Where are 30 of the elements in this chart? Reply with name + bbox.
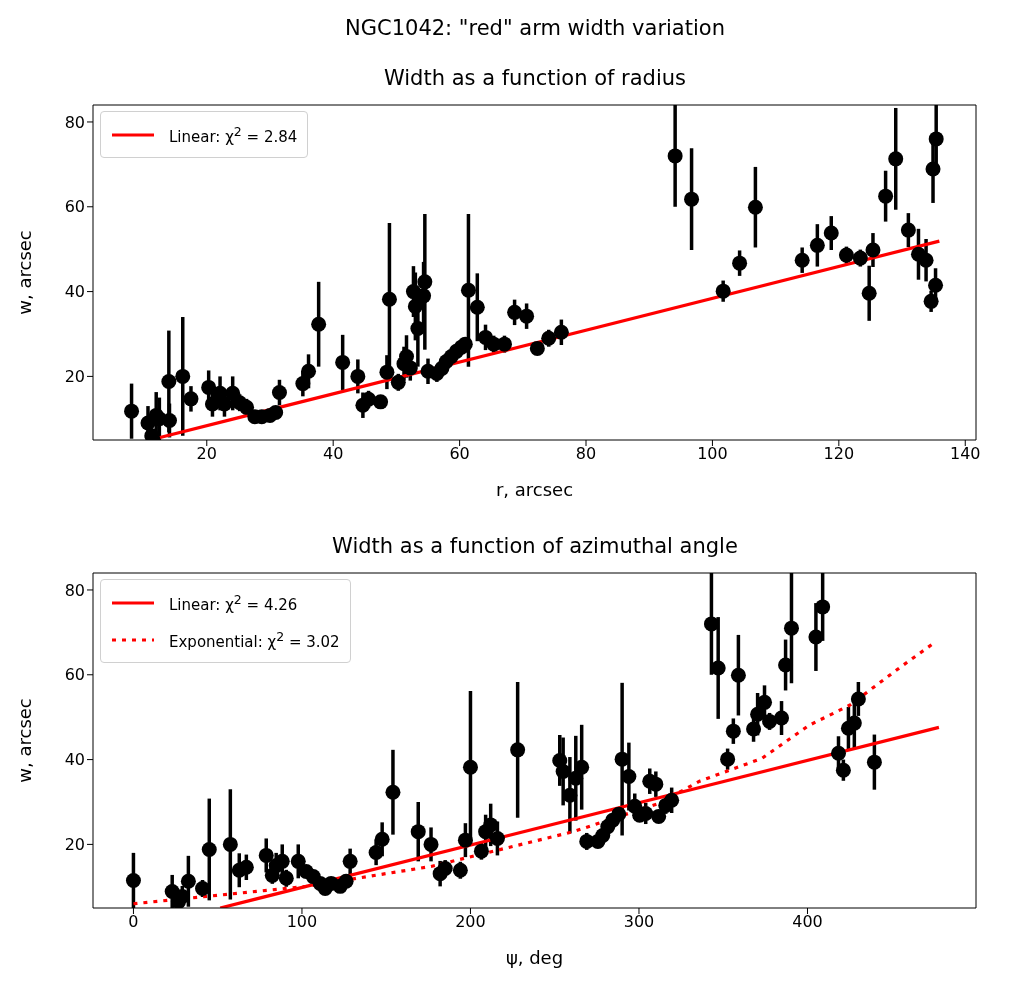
legend-label: Linear: χ$^{2}$ = 2.84	[169, 123, 298, 148]
y-axis-title: w, arcsec	[14, 698, 36, 783]
x-tick-label: 100	[286, 912, 318, 932]
chart-title: Width as a function of azimuthal angle	[332, 534, 738, 558]
x-axis-title: ψ, deg	[505, 947, 564, 968]
x-tick-label: 120	[823, 444, 855, 464]
y-tick-label: 20	[64, 835, 85, 855]
x-tick-label: 80	[575, 444, 597, 464]
y-tick-label: 40	[64, 750, 85, 770]
y-tick-label: 60	[64, 197, 85, 217]
x-tick-label: 20	[196, 444, 217, 464]
legend-label: Linear: χ$^{2}$ = 4.26	[169, 591, 298, 616]
x-tick-label: 100	[697, 444, 728, 464]
chart-subtitle: Width as a function of radius	[383, 66, 686, 90]
y-tick-label: 20	[64, 367, 85, 387]
y-tick-label: 40	[64, 282, 85, 302]
x-tick-label: 60	[449, 444, 470, 464]
x-axis-title: r, arcsec	[495, 479, 574, 500]
y-tick-label: 80	[64, 112, 85, 132]
y-tick-label: 60	[64, 665, 85, 685]
chart-title: NGC1042: "red" arm width variation	[345, 16, 725, 40]
x-tick-label: 140	[949, 444, 981, 464]
y-tick-label: 80	[64, 580, 85, 600]
legend-label: Exponential: χ$^{2}$ = 3.02	[169, 628, 340, 653]
x-tick-label: 40	[323, 444, 344, 464]
x-tick-label: 200	[455, 912, 486, 932]
x-tick-label: 400	[792, 912, 823, 932]
x-tick-label: 300	[623, 912, 655, 932]
x-tick-label: 0	[128, 912, 139, 932]
y-axis-title: w, arcsec	[14, 230, 36, 315]
